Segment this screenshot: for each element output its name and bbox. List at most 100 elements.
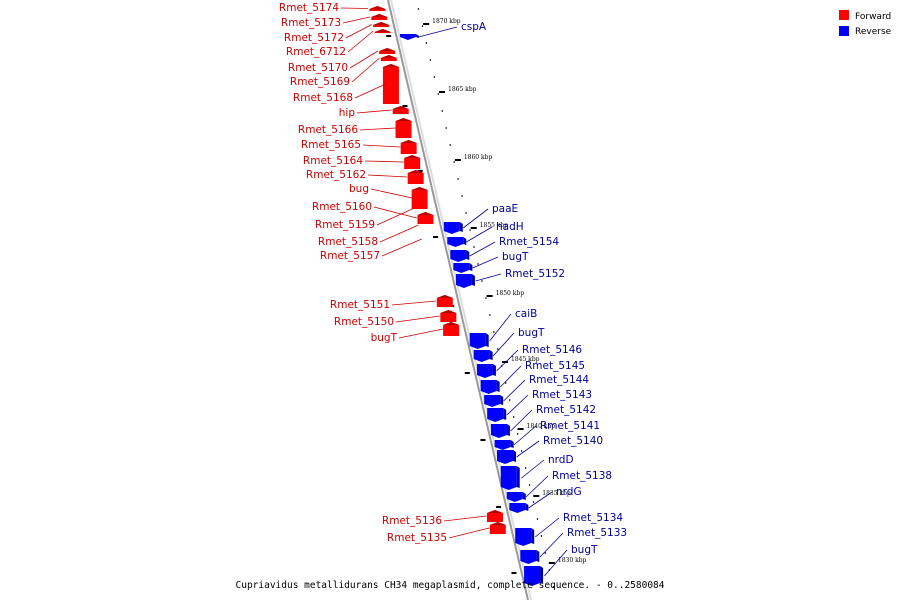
gene-feature bbox=[392, 106, 409, 114]
label-leader bbox=[544, 549, 568, 577]
scale-label: 1865 kbp bbox=[448, 86, 477, 93]
label-leader bbox=[395, 315, 440, 323]
label-leader bbox=[379, 224, 419, 243]
major-tick bbox=[548, 562, 555, 564]
gene-feature bbox=[407, 170, 424, 184]
legend-forward-label: Forward bbox=[855, 12, 891, 22]
gene-label: bugT bbox=[502, 251, 529, 263]
minor-tick bbox=[528, 484, 531, 486]
minor-tick bbox=[477, 263, 479, 265]
gene-label: Rmet_5135 bbox=[387, 532, 447, 544]
label-leader bbox=[535, 517, 560, 538]
minor-tick bbox=[521, 450, 523, 452]
gene-label: Rmet_5144 bbox=[529, 374, 589, 386]
scale-label: 1850 kbp bbox=[496, 290, 525, 297]
major-tick bbox=[502, 361, 508, 363]
minor-tick bbox=[453, 161, 455, 163]
label-leader bbox=[351, 57, 380, 83]
gene-label: caiB bbox=[515, 308, 537, 320]
gene-feature bbox=[489, 522, 506, 534]
label-leader bbox=[391, 300, 437, 306]
gene-feature bbox=[487, 510, 503, 522]
label-leader bbox=[347, 30, 374, 53]
minor-tick bbox=[552, 586, 554, 588]
gene-label: Rmet_5134 bbox=[563, 512, 623, 524]
major-tick bbox=[423, 23, 430, 25]
label-leader bbox=[364, 160, 404, 163]
label-leader bbox=[367, 174, 408, 178]
label-leader bbox=[516, 440, 540, 458]
scale-label: 1870 kbp bbox=[432, 18, 461, 25]
label-leader bbox=[342, 16, 371, 24]
legend: Forward Reverse bbox=[839, 10, 892, 37]
gene-feature bbox=[524, 566, 544, 586]
scale-label: 1860 kbp bbox=[464, 154, 493, 161]
gene-feature bbox=[497, 450, 516, 464]
gene-label: Rmet_6712 bbox=[286, 46, 346, 58]
minor-tick bbox=[532, 501, 535, 503]
gene-label: bugT bbox=[571, 544, 598, 556]
gene-feature bbox=[476, 364, 496, 378]
label-leader bbox=[354, 83, 386, 99]
strand-tick bbox=[386, 35, 392, 37]
legend-forward-swatch bbox=[839, 10, 849, 20]
minor-tick bbox=[524, 467, 527, 469]
gene-label: bugT bbox=[371, 332, 398, 344]
gene-label: Rmet_5157 bbox=[320, 250, 380, 262]
gene-feature bbox=[395, 118, 412, 138]
scale-label: 1855 kbp bbox=[480, 222, 509, 229]
minor-tick bbox=[417, 8, 420, 10]
label-leader bbox=[345, 24, 372, 39]
gene-feature bbox=[369, 6, 386, 11]
gene-feature bbox=[515, 528, 535, 546]
major-tick bbox=[470, 227, 477, 229]
label-leader bbox=[513, 425, 537, 446]
strand-tick bbox=[511, 572, 517, 574]
gene-feature bbox=[487, 408, 507, 422]
gene-feature bbox=[443, 322, 460, 336]
gene-features bbox=[369, 6, 544, 586]
scale-label: 1830 kbp bbox=[558, 557, 587, 564]
label-leader bbox=[349, 50, 379, 69]
gene-feature bbox=[455, 274, 475, 288]
minor-tick bbox=[517, 433, 519, 435]
label-leader bbox=[469, 241, 496, 257]
gene-feature bbox=[490, 424, 510, 438]
label-leader bbox=[521, 459, 545, 479]
label-leader bbox=[381, 238, 422, 257]
gene-feature bbox=[373, 22, 390, 27]
minor-tick bbox=[449, 144, 451, 146]
gene-feature bbox=[520, 550, 540, 564]
gene-feature bbox=[400, 140, 417, 154]
label-leader bbox=[475, 273, 502, 282]
label-leader bbox=[525, 475, 549, 498]
gene-label: bug bbox=[349, 183, 369, 195]
label-leader bbox=[466, 226, 493, 243]
minor-tick bbox=[421, 25, 424, 27]
gene-label: Rmet_5164 bbox=[303, 155, 363, 167]
map-caption: Cupriavidus metallidurans CH34 megaplasm… bbox=[236, 580, 665, 591]
minor-tick bbox=[465, 212, 467, 214]
major-tick bbox=[486, 295, 493, 297]
gene-label: Rmet_5170 bbox=[288, 62, 348, 74]
label-leader bbox=[462, 208, 489, 229]
gene-label: nrdG bbox=[556, 486, 582, 498]
minor-tick bbox=[469, 229, 471, 231]
gene-feature bbox=[380, 55, 397, 61]
minor-tick bbox=[433, 76, 435, 78]
gene-feature bbox=[371, 14, 388, 20]
gene-label: hip bbox=[339, 107, 356, 119]
gene-feature bbox=[374, 29, 391, 33]
gene-label: Rmet_5165 bbox=[301, 139, 361, 151]
gene-label: Rmet_5141 bbox=[540, 420, 600, 432]
minor-tick bbox=[544, 552, 546, 554]
strand-tick bbox=[402, 105, 408, 107]
label-leader bbox=[510, 409, 533, 432]
gene-feature bbox=[399, 34, 419, 40]
gene-label: Rmet_5145 bbox=[525, 360, 585, 372]
minor-tick bbox=[509, 399, 511, 401]
label-leader bbox=[373, 206, 417, 219]
label-leader bbox=[398, 328, 443, 339]
major-tick bbox=[454, 159, 461, 161]
